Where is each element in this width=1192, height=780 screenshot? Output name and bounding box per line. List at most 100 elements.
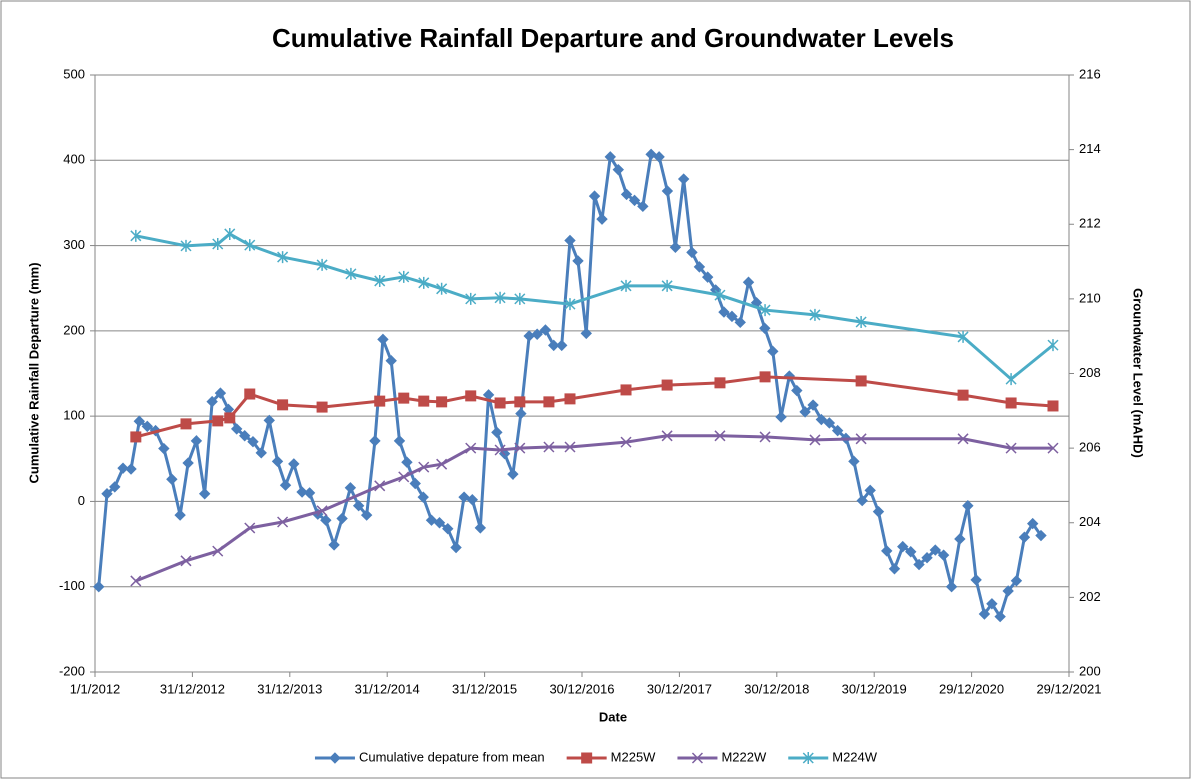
- marker: [539, 324, 552, 336]
- legend-item: M225W: [566, 749, 656, 764]
- marker: [802, 752, 814, 764]
- y2-tick-label: 212: [1079, 216, 1101, 231]
- y-tick-label: 300: [63, 237, 85, 252]
- x-tick-label: 29/12/2021: [1036, 681, 1101, 696]
- marker: [514, 292, 526, 305]
- marker: [336, 512, 348, 525]
- y2-tick-label: 200: [1079, 663, 1101, 678]
- marker: [1047, 400, 1059, 412]
- marker: [888, 563, 901, 575]
- marker: [872, 505, 885, 518]
- marker: [929, 544, 942, 556]
- marker: [564, 393, 576, 405]
- marker: [398, 392, 410, 404]
- marker: [352, 499, 365, 512]
- marker: [564, 234, 576, 247]
- marker: [130, 575, 142, 587]
- marker: [855, 316, 867, 329]
- marker: [855, 375, 867, 387]
- x-tick-label: 29/12/2020: [939, 681, 1004, 696]
- marker: [465, 292, 477, 305]
- marker: [564, 441, 576, 453]
- marker: [1005, 373, 1017, 386]
- marker: [661, 279, 673, 292]
- marker: [612, 163, 624, 176]
- marker: [543, 441, 555, 453]
- marker: [474, 522, 487, 534]
- x-tick-label: 30/12/2017: [647, 681, 712, 696]
- marker: [604, 151, 616, 163]
- marker: [514, 396, 526, 408]
- marker: [759, 304, 771, 317]
- marker: [465, 442, 477, 454]
- marker: [166, 473, 178, 485]
- x-tick-label: 30/12/2019: [842, 681, 907, 696]
- marker: [244, 522, 256, 534]
- marker: [937, 549, 950, 561]
- marker: [581, 752, 593, 764]
- marker: [263, 414, 275, 427]
- legend-label: Cumulative depature from mean: [359, 749, 545, 764]
- y2-tick-label: 206: [1079, 440, 1101, 455]
- y2-tick-label: 202: [1079, 589, 1101, 604]
- legend-item: Cumulative depature from mean: [314, 749, 545, 764]
- marker: [450, 541, 462, 554]
- marker: [556, 339, 568, 352]
- marker: [957, 433, 969, 445]
- marker: [986, 598, 998, 610]
- marker: [962, 499, 974, 512]
- marker: [214, 387, 227, 399]
- marker: [93, 581, 105, 593]
- marker: [224, 412, 236, 424]
- marker: [856, 494, 868, 507]
- marker: [661, 379, 673, 391]
- marker: [1027, 517, 1039, 530]
- marker: [957, 330, 969, 343]
- marker: [180, 239, 192, 252]
- marker: [831, 424, 844, 437]
- marker: [374, 274, 386, 287]
- y-axis-label: Cumulative Rainfall Departure (mm): [26, 262, 41, 483]
- marker: [580, 327, 592, 340]
- marker: [109, 481, 121, 493]
- marker: [244, 388, 256, 400]
- marker: [957, 389, 969, 401]
- marker: [174, 509, 186, 521]
- y-tick-label: 200: [63, 322, 85, 337]
- marker: [409, 477, 421, 490]
- marker: [212, 238, 224, 251]
- marker: [815, 413, 828, 426]
- marker: [897, 540, 909, 553]
- marker: [130, 431, 142, 443]
- marker: [277, 399, 289, 411]
- marker: [572, 255, 584, 267]
- legend-item: M222W: [677, 749, 767, 764]
- marker: [369, 435, 381, 447]
- y2-tick-label: 204: [1079, 514, 1101, 529]
- marker: [345, 267, 357, 280]
- marker: [514, 442, 526, 454]
- marker: [767, 345, 779, 358]
- marker: [734, 316, 746, 329]
- marker: [905, 546, 917, 558]
- marker: [1047, 442, 1059, 454]
- marker: [543, 396, 555, 408]
- x-tick-label: 31/12/2014: [355, 681, 420, 696]
- y2-axis-label: Groundwater Level (mAHD): [1131, 288, 1146, 458]
- marker: [783, 370, 796, 382]
- marker: [182, 457, 194, 469]
- marker: [913, 558, 925, 571]
- x-tick-label: 31/12/2013: [257, 681, 322, 696]
- marker: [125, 463, 137, 475]
- marker: [417, 491, 429, 503]
- marker: [686, 246, 698, 259]
- marker: [494, 444, 506, 456]
- marker: [620, 384, 632, 396]
- marker: [466, 494, 479, 506]
- marker: [271, 455, 284, 468]
- y-tick-label: 100: [63, 408, 85, 423]
- marker: [458, 491, 470, 503]
- marker: [1002, 585, 1014, 597]
- marker: [954, 533, 966, 545]
